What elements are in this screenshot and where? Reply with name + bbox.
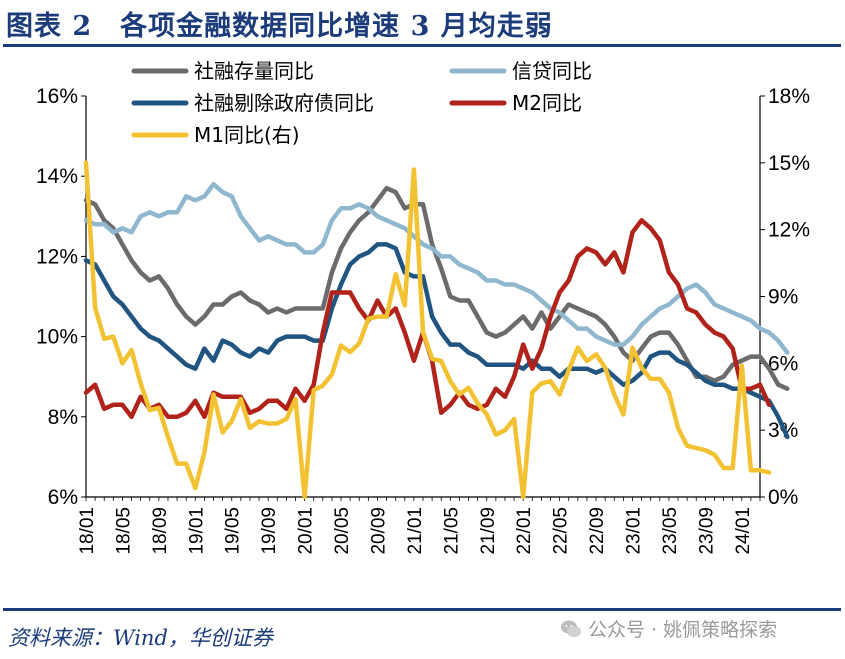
x-tick-label: 23/09: [696, 507, 717, 555]
header-rule: [3, 44, 841, 47]
series-line-2: [83, 181, 790, 355]
x-tick-label: 21/01: [405, 507, 426, 555]
x-tick-label: 21/05: [441, 507, 462, 555]
source-note: 资料来源：Wind，华创证券: [8, 626, 273, 650]
y-right-tick-label: 12%: [768, 219, 810, 242]
legend-label-2: 信贷同比: [512, 59, 592, 83]
y-left-tick-label: 16%: [36, 85, 78, 108]
x-tick-label: 18/01: [77, 507, 98, 555]
legend-label-4: M2同比: [512, 91, 582, 115]
watermark-text: 公众号 · 姚佩策略探索: [588, 619, 778, 641]
x-tick-label: 23/01: [623, 507, 644, 555]
y-left-tick-label: 8%: [48, 406, 78, 429]
series-line-5: [83, 160, 772, 500]
x-tick-label: 19/01: [186, 507, 207, 555]
x-tick-label: 23/05: [660, 507, 681, 555]
x-tick-label: 22/09: [587, 507, 608, 555]
x-tick-label: 19/05: [223, 507, 244, 555]
y-right-tick-label: 0%: [768, 486, 798, 509]
y-right-tick-label: 6%: [768, 352, 798, 375]
x-tick-label: 24/01: [733, 507, 754, 555]
y-left-tick-label: 12%: [36, 245, 78, 268]
x-tick-label: 22/05: [551, 507, 572, 555]
x-tick-label: 20/01: [296, 507, 317, 555]
wechat-icon: [561, 620, 581, 637]
footer-rule: [3, 608, 841, 611]
y-right-tick-label: 18%: [768, 85, 810, 108]
x-tick-label: 19/09: [259, 507, 280, 555]
x-tick-label: 20/05: [332, 507, 353, 555]
x-tick-label: 21/09: [478, 507, 499, 555]
x-tick-label: 22/01: [514, 507, 535, 555]
y-left-tick-label: 6%: [48, 486, 78, 509]
y-right-tick-label: 15%: [768, 152, 810, 175]
page-title: 图表 2 各项金融数据同比增速 3 月均走弱: [6, 11, 553, 42]
legend-label-3: 社融剔除政府债同比: [194, 91, 374, 115]
line-chart: 6%8%10%12%14%16%0%3%6%9%12%15%18%18/01 18…: [36, 59, 810, 555]
y-left-tick-label: 10%: [36, 326, 78, 349]
y-right-tick-label: 9%: [768, 286, 798, 309]
y-left-tick-label: 14%: [36, 165, 78, 188]
x-tick-label: 18/05: [113, 507, 134, 555]
series-line-1: [83, 185, 790, 391]
x-tick-label: 18/09: [150, 507, 171, 555]
x-tick-label: 20/09: [368, 507, 389, 555]
legend-label-5: M1同比(右): [194, 123, 300, 147]
watermark: 公众号 · 姚佩策略探索: [560, 615, 777, 642]
series-line-3: [83, 242, 790, 440]
legend-label-1: 社融存量同比: [194, 59, 314, 83]
